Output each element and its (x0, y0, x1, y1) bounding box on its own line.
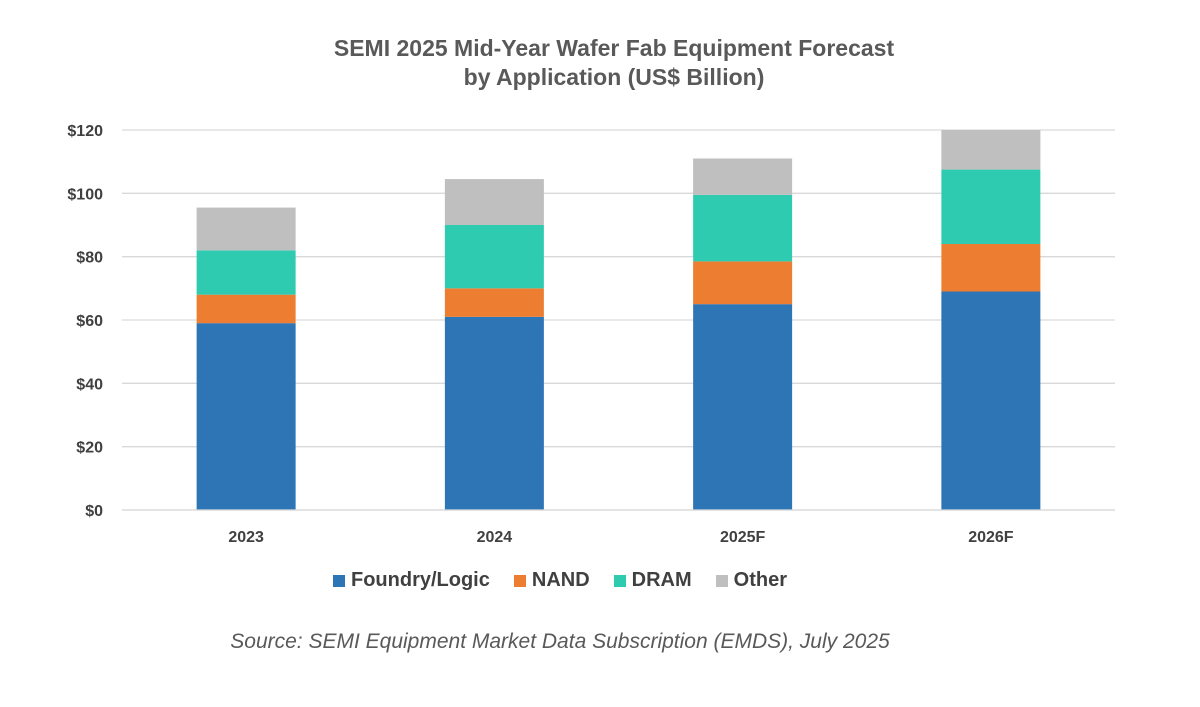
bar-segment-dram (444, 225, 544, 289)
bar-segment-dram (196, 250, 296, 295)
legend-item: NAND (513, 569, 590, 592)
bar-segment-other (196, 207, 296, 251)
bar-segment-foundry-logic (444, 316, 544, 510)
bar-segment-nand (941, 244, 1041, 292)
legend-swatch (513, 574, 526, 587)
bar-segment-nand (444, 288, 544, 317)
legend-item: DRAM (613, 569, 692, 592)
y-tick-label: $60 (76, 313, 103, 330)
y-tick-label: $20 (76, 440, 103, 457)
source-note: Source: SEMI Equipment Market Data Subsc… (230, 630, 890, 653)
x-tick-label: 2026F (968, 529, 1014, 546)
y-tick-label: $100 (67, 186, 103, 203)
legend-item: Foundry/Logic (332, 569, 490, 592)
legend-swatch (613, 574, 626, 587)
bar-segment-other (941, 130, 1041, 170)
legend-label: NAND (531, 569, 590, 591)
chart-title: SEMI 2025 Mid-Year Wafer Fab Equipment F… (0, 34, 1200, 92)
x-tick-label: 2025F (720, 529, 766, 546)
bar-segment-foundry-logic (196, 323, 296, 510)
bar-segment-dram (941, 169, 1041, 244)
bar-segment-other (444, 179, 544, 225)
bar-segment-foundry-logic (941, 291, 1041, 510)
x-tick-label: 2023 (228, 529, 264, 546)
y-tick-label: $40 (76, 376, 103, 393)
legend-label: Other (733, 569, 787, 591)
bar-segment-dram (693, 194, 793, 262)
chart-title-line-2: by Application (US$ Billion) (463, 64, 765, 90)
legend-swatch (715, 574, 728, 587)
x-tick-label: 2024 (477, 529, 513, 546)
bar-segment-foundry-logic (693, 304, 793, 510)
y-tick-label: $120 (67, 123, 103, 140)
chart-title-line-1: SEMI 2025 Mid-Year Wafer Fab Equipment F… (333, 35, 895, 61)
legend-label: DRAM (631, 569, 692, 591)
bars (196, 130, 1041, 510)
x-axis: 2023 2024 2025F 2026F (122, 509, 1115, 546)
y-tick-label: $0 (85, 503, 103, 520)
bar-segment-nand (693, 261, 793, 305)
y-tick-label: $80 (76, 250, 103, 267)
legend-item: Other (715, 569, 787, 592)
legend-label: Foundry/Logic (350, 569, 490, 591)
legend-swatch (332, 574, 345, 587)
bar-segment-nand (196, 294, 296, 324)
legend: Foundry/Logic NAND DRAM Other (0, 569, 1120, 592)
bar-segment-other (693, 158, 793, 195)
y-axis: $0 $20 $40 $60 $80 $100 $120 (67, 123, 103, 520)
